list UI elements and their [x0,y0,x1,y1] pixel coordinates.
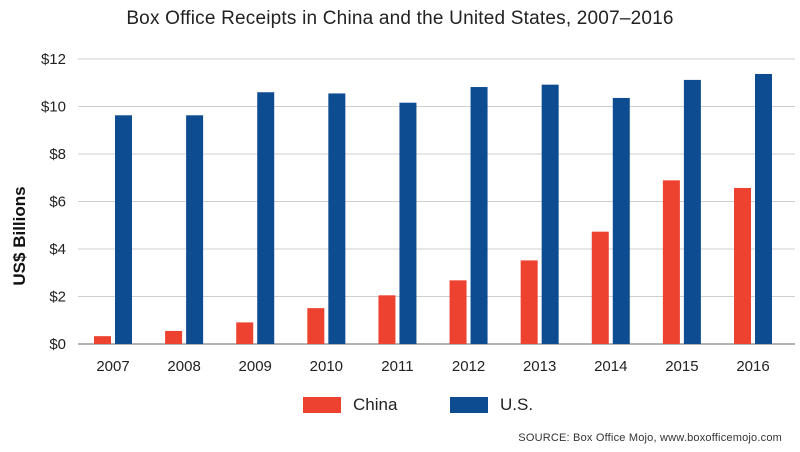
y-tick-label: $10 [41,99,66,116]
y-tick-label: $6 [49,194,66,211]
x-tick-label: 2012 [452,358,485,375]
y-tick-label: $4 [49,241,66,258]
chart-title: Box Office Receipts in China and the Uni… [126,8,674,29]
source-note: SOURCE: Box Office Mojo, www.boxofficemo… [518,432,782,444]
bar-us-2007 [115,115,132,344]
x-tick-label: 2015 [665,358,698,375]
bar-us-2012 [470,87,488,345]
bar-china-2008 [165,330,183,344]
legend-label-us: U.S. [500,395,534,414]
bar-us-2013 [541,84,559,345]
bar-china-2011 [378,295,396,344]
x-tick-label: 2010 [310,358,343,375]
bar-china-2015 [662,180,680,344]
bar-us-2014 [612,97,630,344]
bar-china-2009 [236,322,254,344]
x-tick-label: 2009 [239,358,272,375]
x-tick-label: 2013 [523,358,556,375]
bar-us-2011 [399,102,417,344]
y-tick-labels: $0 $2 $4 $6 $8 $10 $12 [41,51,66,353]
bar-us-2010 [328,93,346,344]
legend-item-china: China [303,392,397,418]
bar-china-2014 [591,231,609,344]
y-tick-label: $12 [41,51,66,68]
y-tick-label: $2 [49,289,66,306]
legend-item-us: U.S. [450,392,533,418]
bar-china-2010 [307,308,325,344]
bar-china-2007 [94,336,111,344]
bar-china-2012 [449,280,467,344]
bar-us-2015 [683,79,701,345]
legend-swatch-us [450,397,488,413]
bar-china-2013 [520,260,538,344]
x-tick-label: 2011 [381,358,413,375]
bar-china-2016 [734,187,751,344]
bar-us-2009 [257,92,275,344]
x-tick-label: 2008 [167,358,200,375]
legend-swatch-china [303,397,341,413]
x-tick-label: 2007 [96,358,129,375]
y-tick-label: $0 [49,336,66,353]
bar-us-2016 [755,73,772,345]
y-tick-label: $8 [49,146,66,163]
x-tick-label: 2016 [736,358,769,375]
x-tick-label: 2014 [594,358,627,375]
legend-label-china: China [353,395,398,414]
bars [94,73,772,345]
legend: China U.S. [0,392,800,420]
bar-us-2008 [186,115,204,344]
x-tick-labels: 2007 2008 2009 2010 2011 2012 2013 2014 2015 2016 [96,358,769,375]
